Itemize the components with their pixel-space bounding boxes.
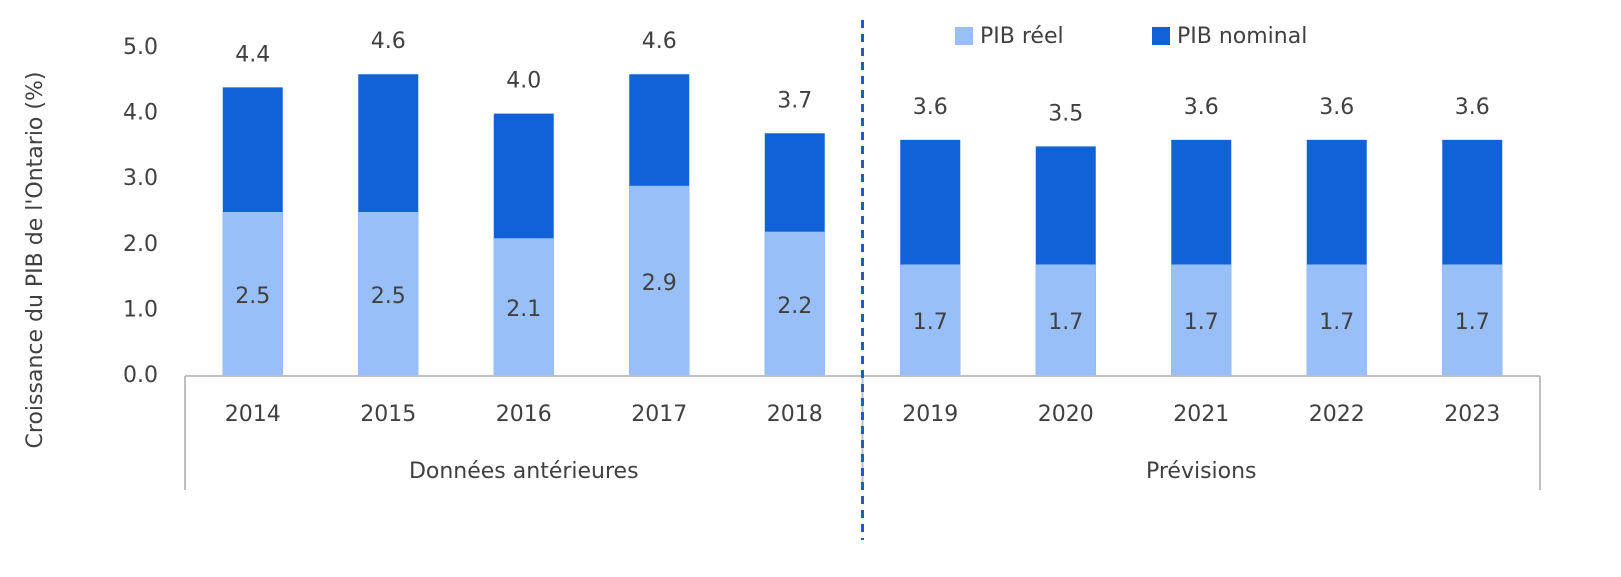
- y-tick-label: 5.0: [123, 35, 158, 60]
- bar: [1171, 264, 1232, 376]
- x-tick-label: 2018: [767, 402, 823, 427]
- x-tick-label: 2017: [631, 402, 687, 427]
- y-tick-label: 1.0: [123, 297, 158, 322]
- legend-label: PIB nominal: [1177, 24, 1307, 49]
- data-label: 1.7: [1319, 310, 1354, 335]
- bar: [764, 231, 825, 376]
- group-label: Prévisions: [1146, 459, 1257, 484]
- data-label: 1.7: [1184, 310, 1219, 335]
- y-tick-label: 4.0: [123, 101, 158, 126]
- data-label: 2.9: [642, 271, 677, 296]
- y-tick-label: 0.0: [123, 363, 158, 388]
- bar: [1306, 264, 1367, 376]
- bar: [1442, 264, 1503, 376]
- data-label: 2.1: [506, 297, 541, 322]
- bar: [1035, 264, 1096, 376]
- bar: [358, 212, 419, 376]
- data-label: 4.4: [235, 42, 270, 67]
- legend-swatch: [1152, 27, 1170, 45]
- x-tick-label: 2016: [496, 402, 552, 427]
- data-label: 3.6: [1455, 95, 1490, 120]
- data-label: 1.7: [1455, 310, 1490, 335]
- x-tick-label: 2023: [1444, 402, 1500, 427]
- bar: [629, 185, 690, 376]
- data-label: 1.7: [913, 310, 948, 335]
- x-tick-label: 2020: [1038, 402, 1094, 427]
- data-label: 3.6: [913, 95, 948, 120]
- y-axis-label: Croissance du PIB de l'Ontario (%): [23, 72, 48, 449]
- legend-swatch: [955, 27, 973, 45]
- data-label: 4.0: [506, 69, 541, 94]
- data-label: 4.6: [371, 29, 406, 54]
- data-label: 3.6: [1184, 95, 1219, 120]
- bar: [900, 264, 961, 376]
- x-tick-label: 2019: [902, 402, 958, 427]
- y-tick-label: 2.0: [123, 232, 158, 257]
- data-label: 3.6: [1319, 95, 1354, 120]
- legend-label: PIB réel: [980, 24, 1064, 49]
- x-tick-label: 2015: [360, 402, 416, 427]
- data-label: 2.5: [235, 284, 270, 309]
- y-tick-label: 3.0: [123, 166, 158, 191]
- bar: [222, 212, 283, 376]
- bar: [493, 238, 554, 376]
- data-label: 3.7: [777, 88, 812, 113]
- data-label: 1.7: [1048, 310, 1083, 335]
- x-tick-label: 2022: [1309, 402, 1365, 427]
- data-label: 3.5: [1048, 101, 1083, 126]
- data-label: 2.2: [777, 294, 812, 319]
- data-label: 4.6: [642, 29, 677, 54]
- x-tick-label: 2021: [1173, 402, 1229, 427]
- x-tick-label: 2014: [225, 402, 281, 427]
- group-label: Données antérieures: [409, 459, 639, 484]
- data-label: 2.5: [371, 284, 406, 309]
